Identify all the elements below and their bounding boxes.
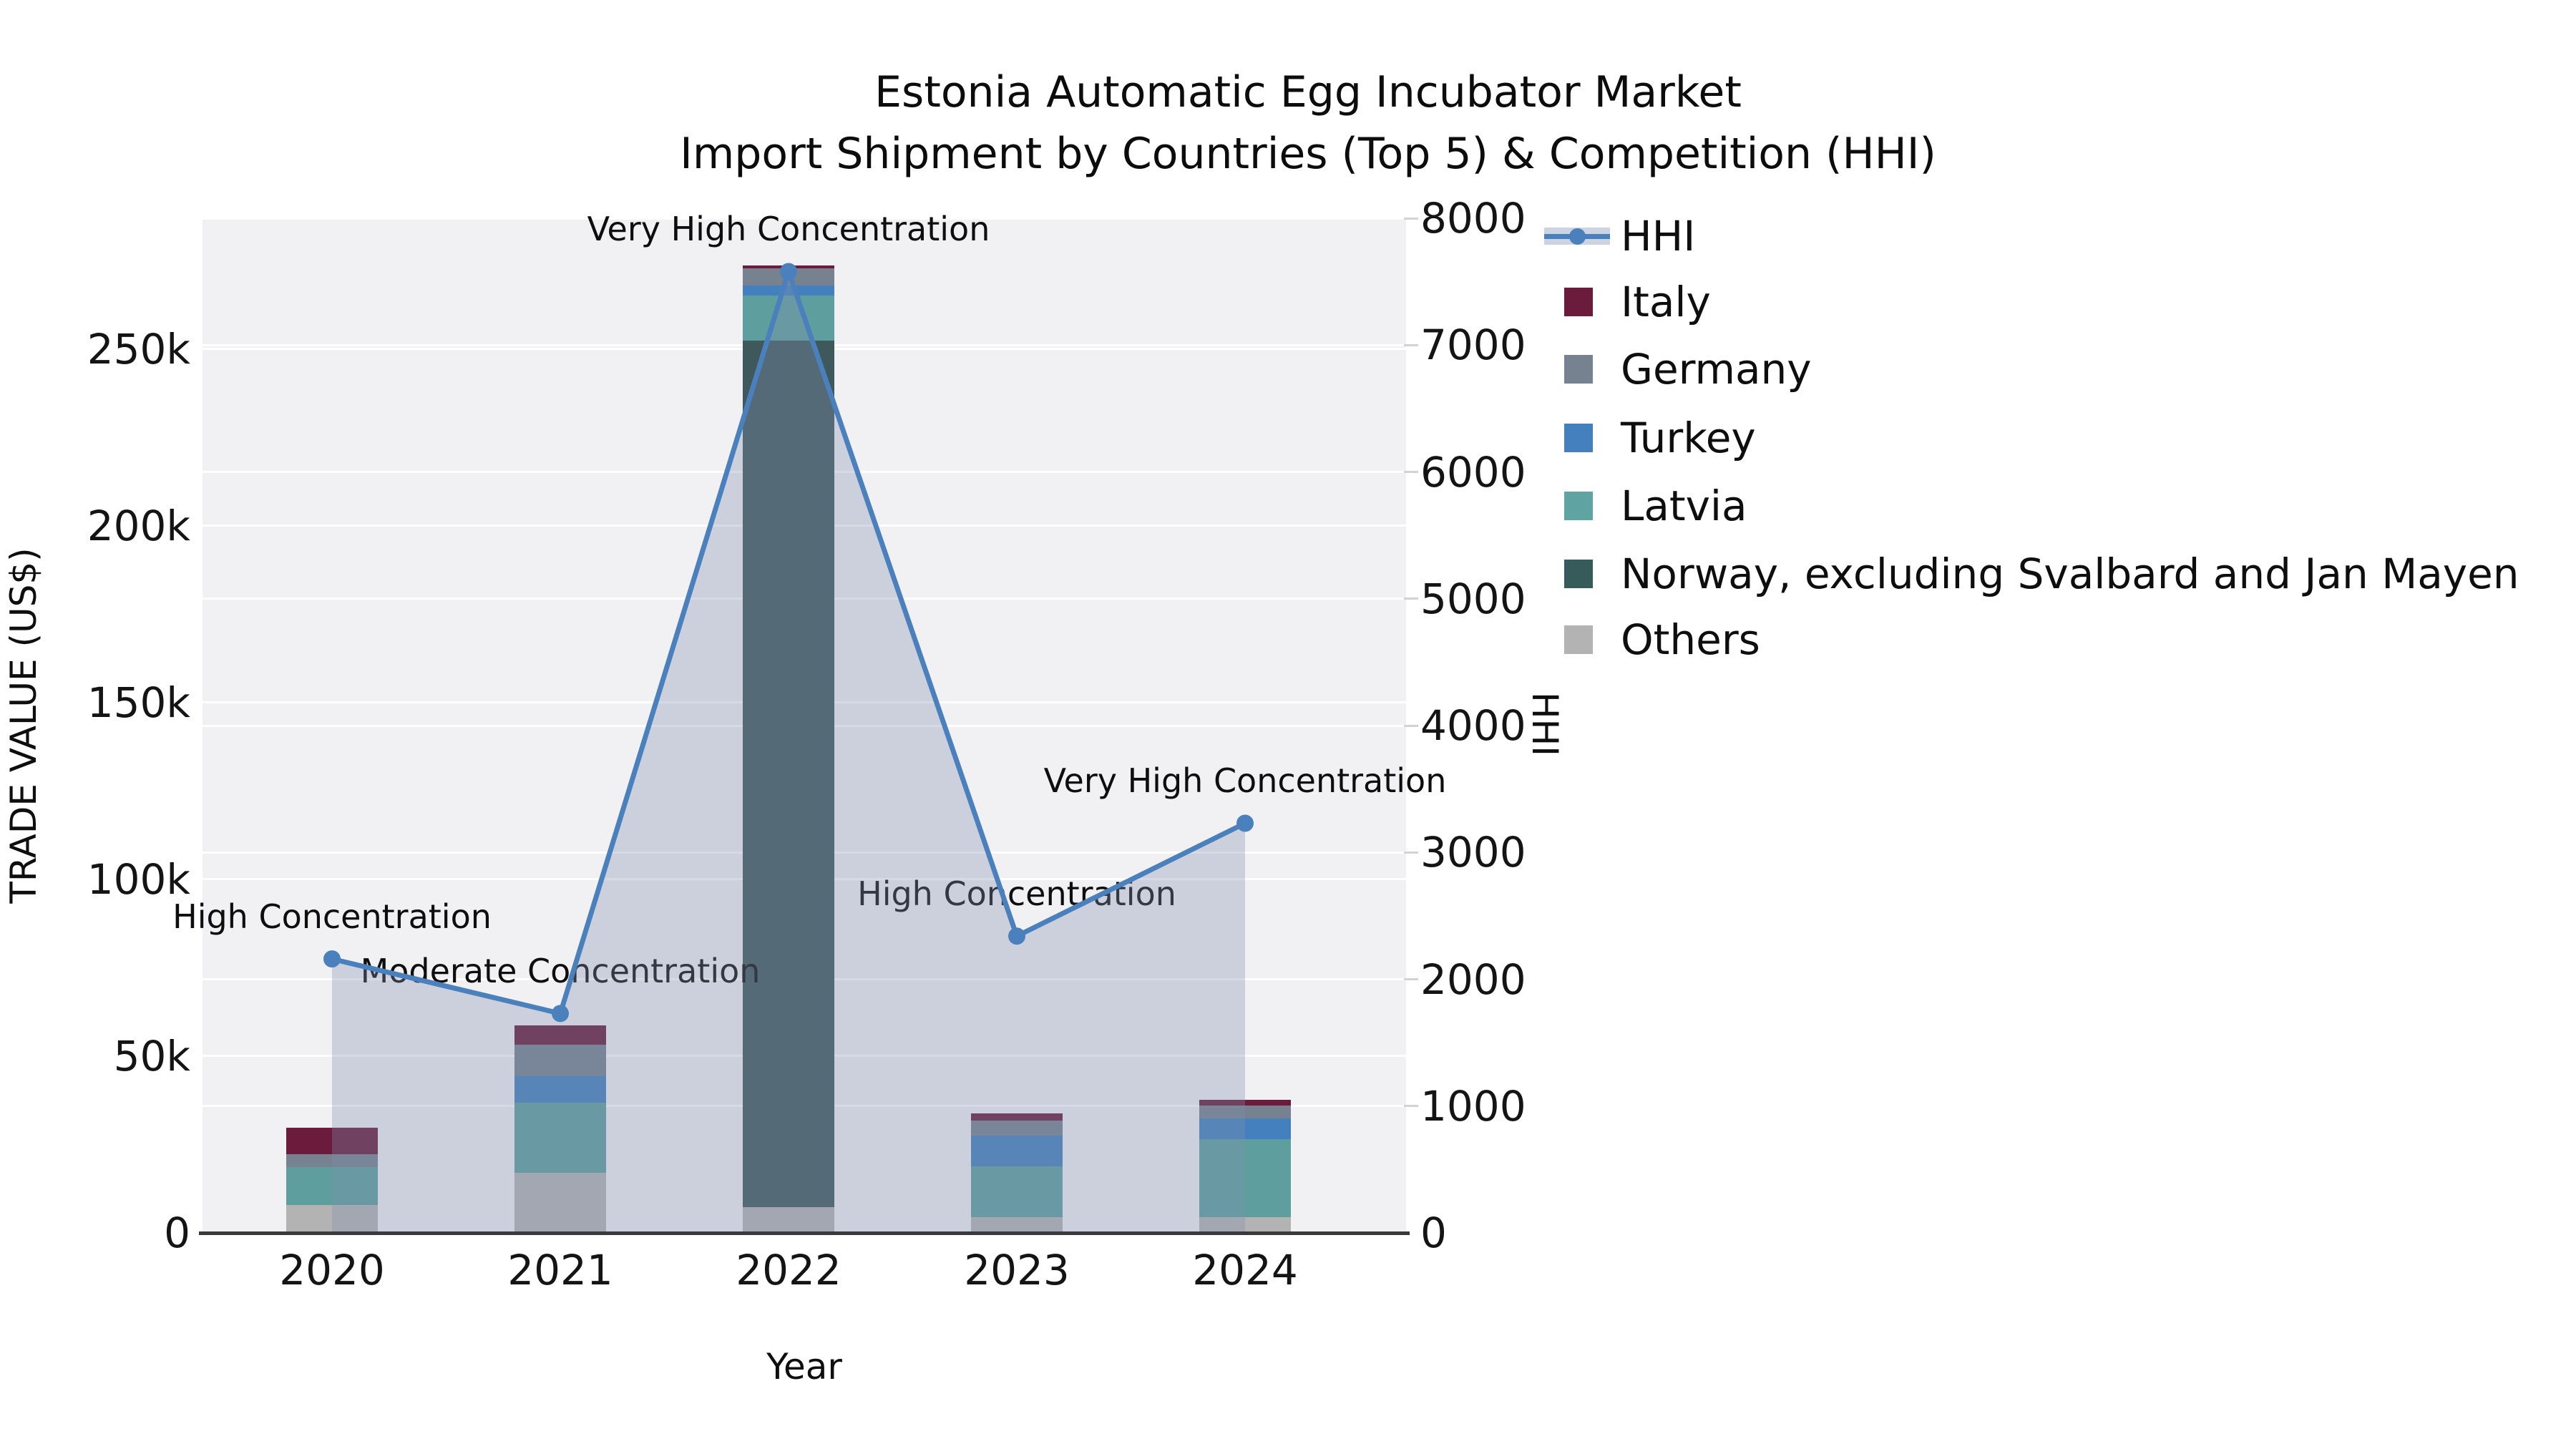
chart-title-line1: Estonia Automatic Egg Incubator Market: [874, 67, 1742, 117]
legend-label: Turkey: [1621, 414, 1756, 462]
y2-tick-mark: [1404, 978, 1418, 980]
y2-tick-label: 2000: [1420, 955, 1526, 1004]
hhi-marker-2021: [552, 1005, 569, 1023]
bar-segment-turkey-2021: [514, 1075, 606, 1103]
bar-segment-turkey-2024: [1199, 1118, 1291, 1140]
bar-segment-others-2021: [514, 1173, 606, 1233]
bar-segment-norway-2022: [743, 340, 834, 1207]
y-tick-label: 200k: [87, 501, 190, 550]
annotation-2020: High Concentration: [172, 897, 492, 937]
annotation-2022: Very High Concentration: [587, 210, 990, 249]
bar-segment-latvia-2022: [743, 296, 834, 341]
legend-swatch-turkey: [1564, 424, 1593, 452]
y-tick-label: 50k: [113, 1031, 190, 1080]
bar-segment-others-2023: [971, 1217, 1063, 1233]
bar-segment-others-2024: [1199, 1217, 1291, 1233]
y2-tick-mark: [1404, 343, 1418, 346]
legend-hhi-marker: [1569, 228, 1586, 245]
bar-segment-italy-2020: [286, 1127, 378, 1155]
hhi-overlay: [323, 263, 1254, 1233]
plot-area: High Concentration Moderate Concentration…: [172, 210, 1446, 1233]
bar-segment-germany-2023: [971, 1120, 1063, 1136]
legend-label: Italy: [1621, 278, 1711, 326]
y2-tick-label: 6000: [1420, 447, 1526, 497]
bar-segment-turkey-2022: [743, 286, 834, 296]
y2-tick-label: 4000: [1420, 701, 1526, 750]
y2-tick-label: 1000: [1420, 1081, 1526, 1131]
x-axis-label: Year: [766, 1346, 842, 1387]
x-axis-line: [199, 1231, 1410, 1235]
bar-segment-latvia-2023: [971, 1166, 1063, 1218]
legend-label: Norway, excluding Svalbard and Jan Mayen: [1621, 550, 2519, 598]
legend-swatch-germany: [1564, 355, 1593, 384]
bar-segment-germany-2024: [1199, 1105, 1291, 1118]
bar-segment-latvia-2020: [286, 1167, 378, 1205]
legend-label: HHI: [1621, 212, 1696, 260]
hhi-marker-2024: [1236, 814, 1254, 832]
hhi-marker-2020: [323, 950, 341, 968]
annotation-2024: Very High Concentration: [1043, 761, 1447, 801]
y2-tick-label: 0: [1420, 1209, 1447, 1257]
x-tick-label-2022: 2022: [736, 1246, 841, 1294]
chart-title-line2: Import Shipment by Countries (Top 5) & C…: [680, 129, 1936, 179]
x-tick-label-2023: 2023: [964, 1246, 1070, 1294]
bar-segment-italy-2023: [971, 1113, 1063, 1121]
y2-tick-mark: [1404, 851, 1418, 854]
legend-swatch-norway: [1564, 560, 1593, 588]
gridline: [203, 217, 1406, 220]
y-tick-label: 0: [164, 1209, 190, 1257]
bar-segment-germany-2021: [514, 1045, 606, 1076]
y-tick-label: 250k: [87, 324, 190, 374]
bar-segment-others-2022: [743, 1206, 834, 1233]
bar-segment-italy-2021: [514, 1025, 606, 1045]
x-tick-label-2021: 2021: [507, 1246, 613, 1294]
hhi-marker-2022: [780, 263, 797, 280]
legend-swatch-others: [1564, 625, 1593, 654]
bar-segment-others-2020: [286, 1204, 378, 1233]
y2-tick-label: 8000: [1420, 194, 1526, 243]
y2-tick-mark: [1404, 724, 1418, 727]
y2-tick-mark: [1404, 471, 1418, 473]
bar-segment-latvia-2021: [514, 1103, 606, 1173]
y2-tick-label: 7000: [1420, 321, 1526, 370]
hhi-area: [332, 271, 1245, 1233]
bar-segment-latvia-2024: [1199, 1139, 1291, 1218]
x-tick-label-2024: 2024: [1192, 1246, 1298, 1294]
y2-axis-label: HHI: [1524, 692, 1566, 756]
bar-segment-turkey-2023: [971, 1136, 1063, 1166]
y-tick-label: 100k: [87, 854, 190, 904]
legend-label: Latvia: [1621, 482, 1747, 530]
y-tick-label: 150k: [87, 678, 190, 727]
legend-label: Germany: [1621, 345, 1812, 394]
x-tick-label-2020: 2020: [279, 1246, 385, 1294]
bar-segment-germany-2020: [286, 1154, 378, 1168]
y2-tick-label: 5000: [1420, 574, 1526, 623]
y2-tick-label: 3000: [1420, 828, 1526, 877]
y2-tick-mark: [1404, 1105, 1418, 1108]
bar-segment-italy-2024: [1199, 1099, 1291, 1106]
y2-tick-mark: [1404, 217, 1418, 220]
y2-tick-mark: [1404, 597, 1418, 600]
chart-title: Estonia Automatic Egg Incubator Market I…: [680, 62, 1936, 185]
legend-swatch-italy: [1564, 288, 1593, 316]
legend-label: Others: [1621, 615, 1760, 664]
hhi-marker-2023: [1008, 927, 1025, 945]
legend-swatch-latvia: [1564, 492, 1593, 520]
